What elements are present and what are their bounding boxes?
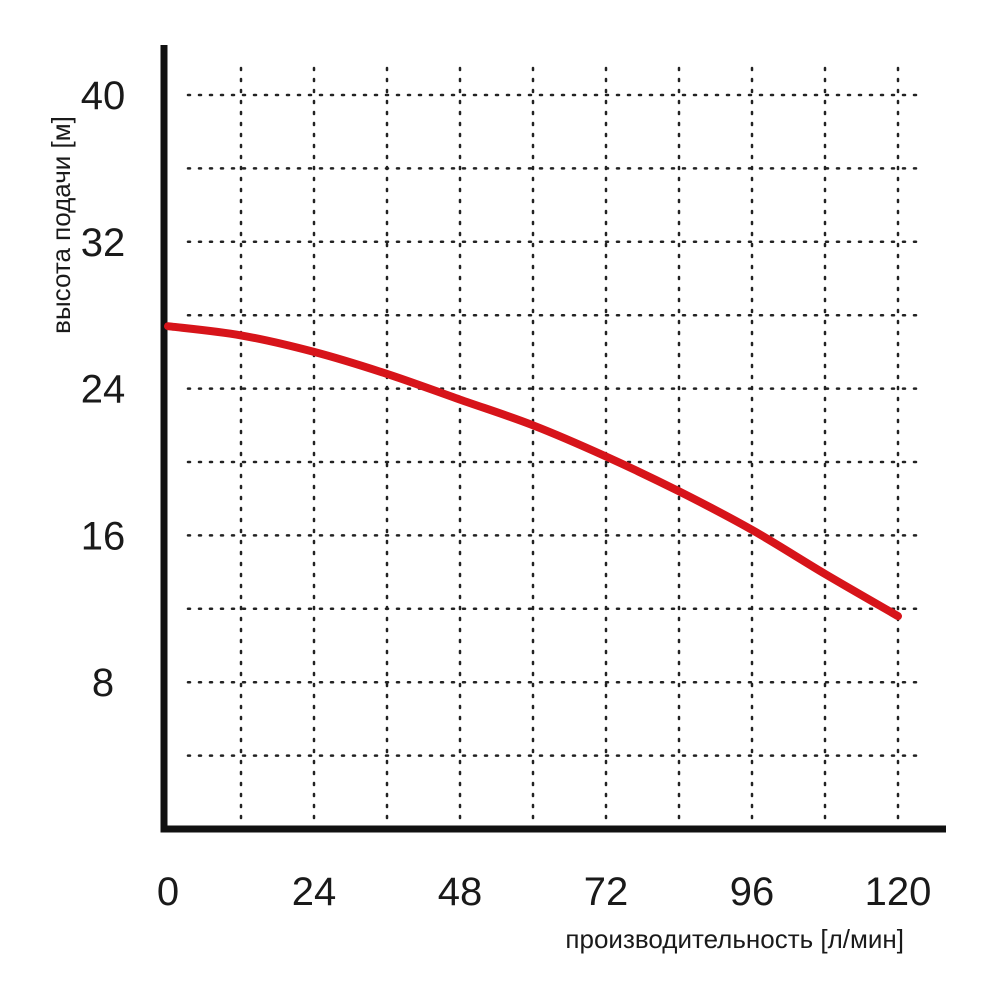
y-axis-title: высота подачи [м] (46, 116, 76, 334)
series (164, 322, 902, 621)
y-tick-label: 24 (81, 368, 126, 412)
x-tick-label: 0 (157, 870, 179, 914)
x-axis-title: производительность [л/мин] (565, 924, 904, 954)
tick-labels: 0 24 48 72 96 120 8 16 24 32 40 (81, 74, 932, 914)
grid (186, 66, 927, 823)
series-line (164, 322, 902, 621)
y-tick-label: 32 (81, 221, 126, 265)
axes (160, 45, 946, 833)
y-tick-label: 8 (92, 661, 114, 705)
x-tick-label: 120 (865, 870, 932, 914)
x-tick-label: 48 (438, 870, 483, 914)
x-tick-label: 24 (292, 870, 337, 914)
x-tick-label: 72 (584, 870, 629, 914)
y-tick-label: 40 (81, 74, 126, 118)
y-tick-label: 16 (81, 514, 126, 558)
x-tick-label: 96 (730, 870, 775, 914)
